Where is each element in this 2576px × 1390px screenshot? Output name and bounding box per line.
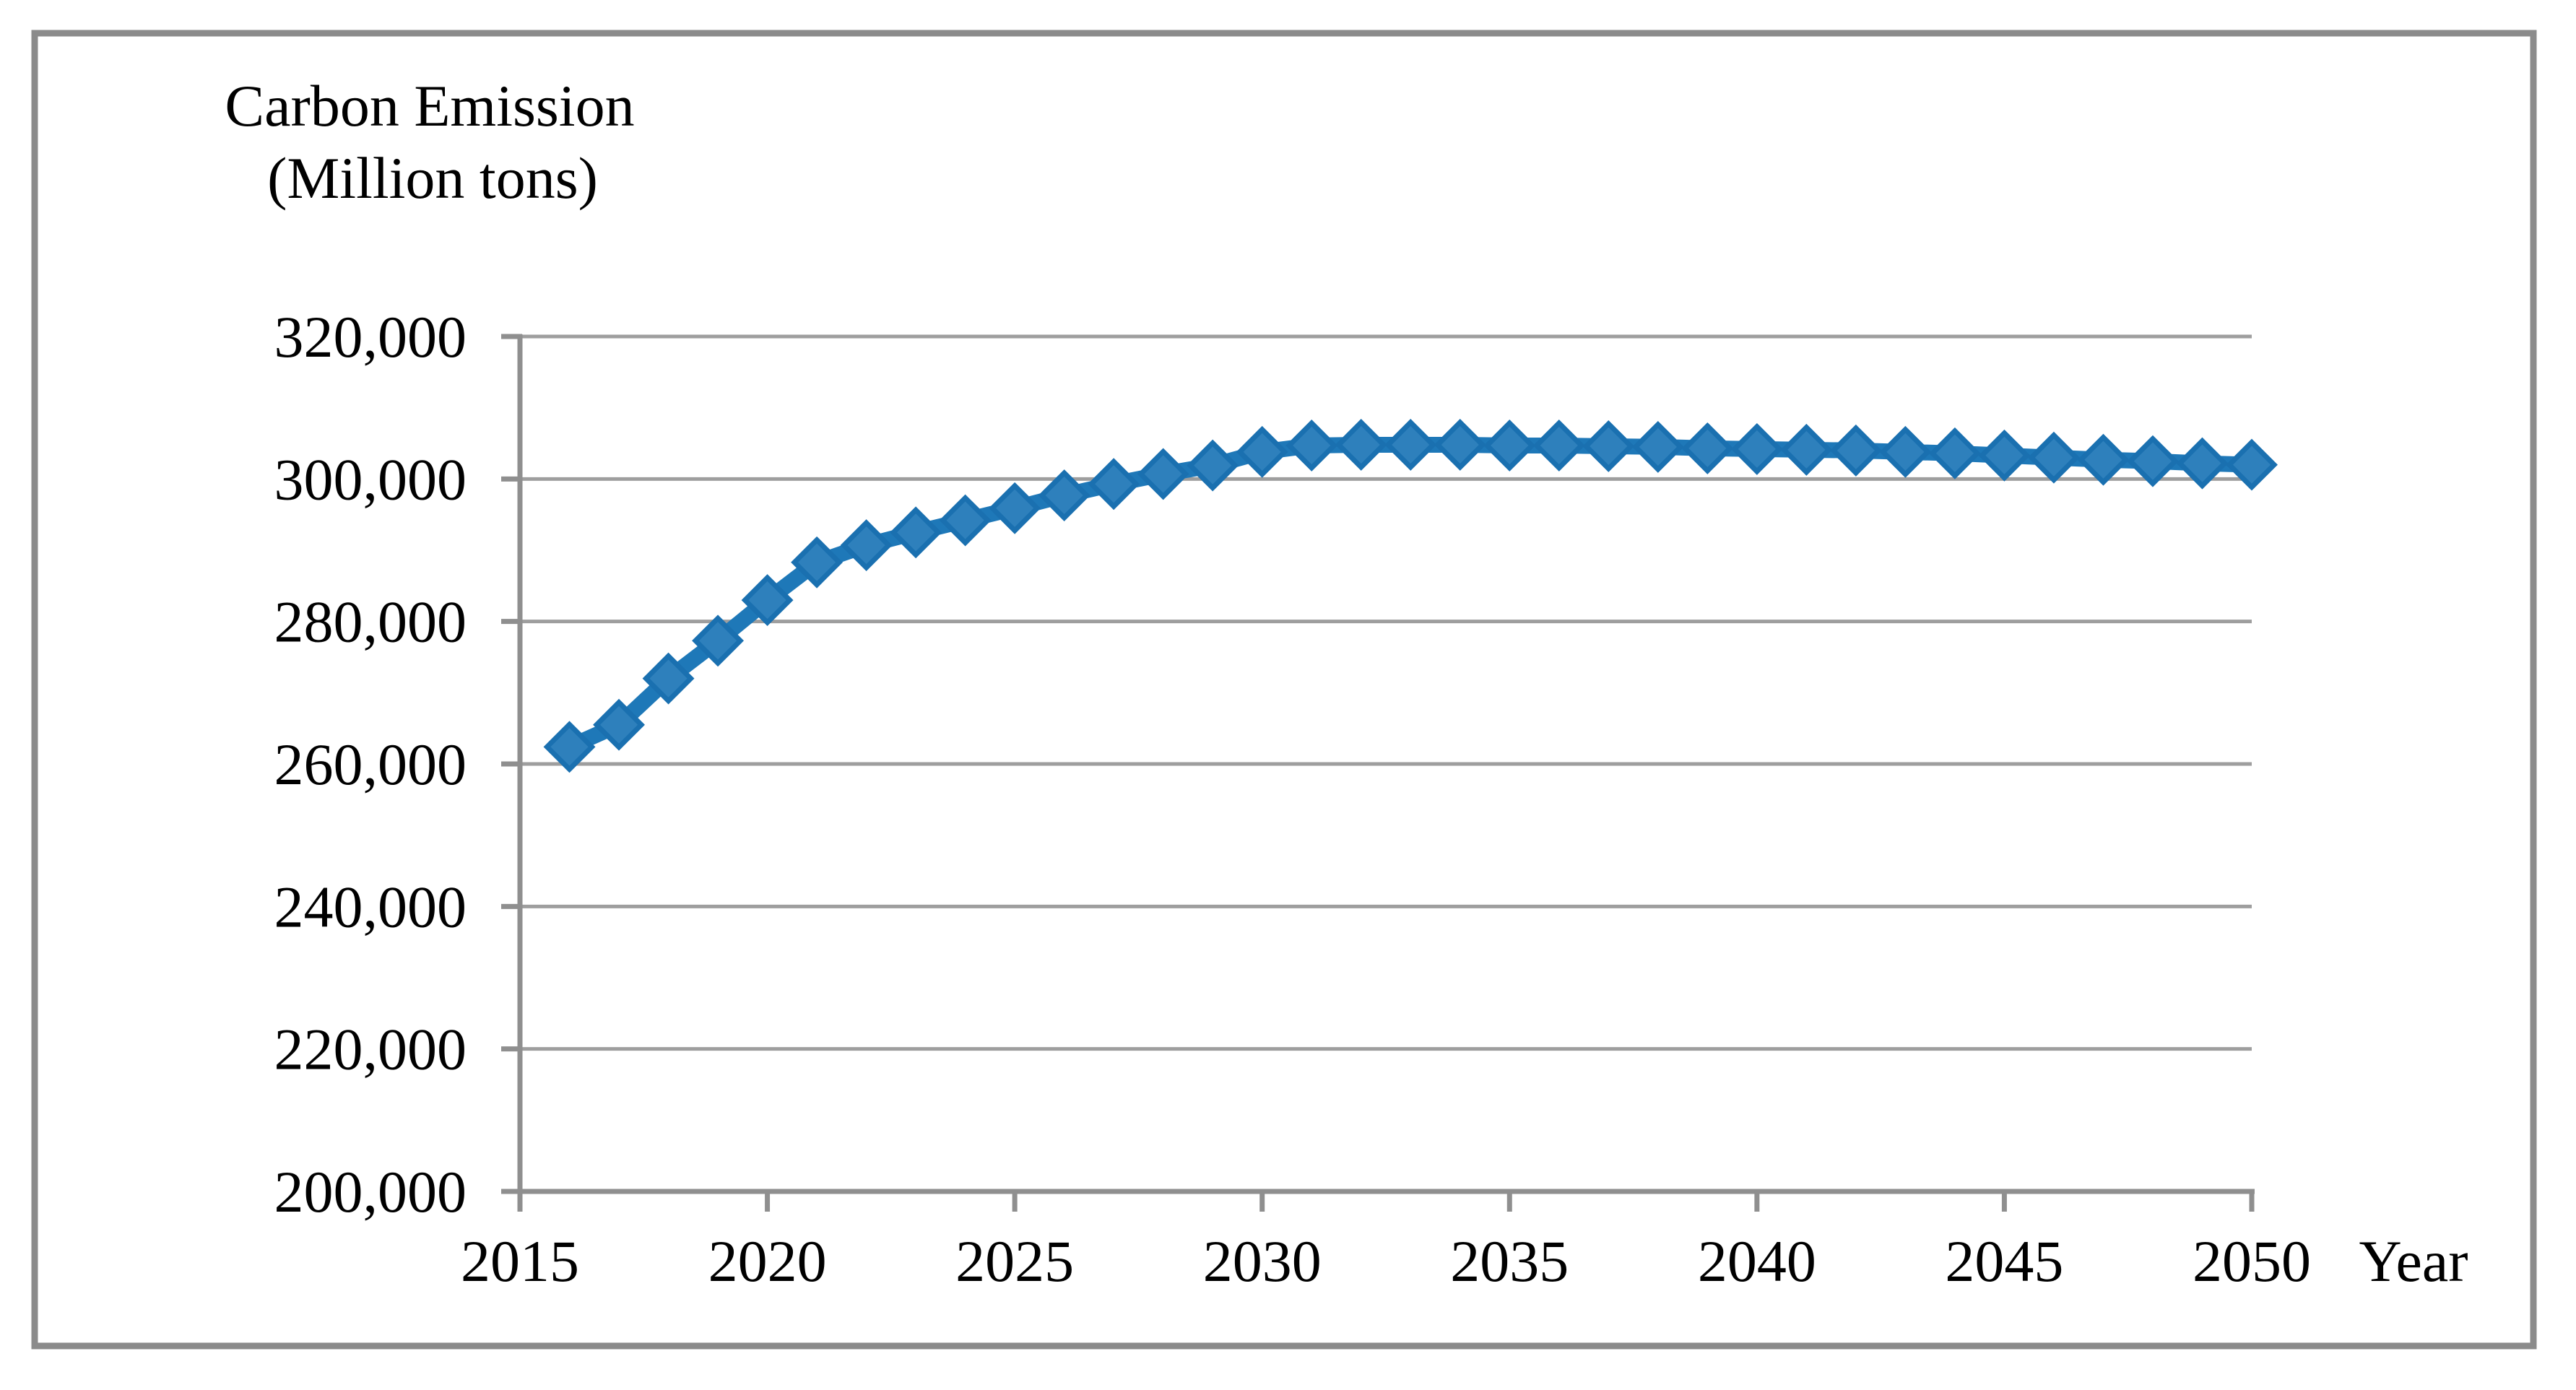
- data-point-marker: [1285, 420, 1338, 472]
- y-axis-tick-label: 260,000: [274, 731, 467, 797]
- data-point-marker: [593, 698, 645, 751]
- x-axis-tick-label: 2040: [1698, 1228, 1816, 1294]
- y-axis-tick-label: 320,000: [274, 304, 467, 370]
- data-point-marker: [1236, 425, 1288, 478]
- data-point-marker: [1187, 439, 1239, 492]
- figure-border: [31, 30, 2537, 1350]
- x-axis-tick-label: 2020: [708, 1228, 827, 1294]
- data-point-marker: [642, 652, 695, 705]
- chart-title-line2: (Million tons): [267, 145, 598, 211]
- data-point-marker: [1631, 420, 1684, 473]
- data-point-marker: [2077, 433, 2130, 486]
- y-axis-tick-label: 280,000: [274, 589, 467, 655]
- data-point-marker: [1829, 424, 1882, 477]
- y-axis-tick-label: 240,000: [274, 874, 467, 939]
- data-point-marker: [1879, 425, 1932, 478]
- data-point-marker: [1335, 419, 1387, 471]
- data-point-marker: [692, 614, 745, 667]
- data-point-marker: [1978, 429, 2031, 482]
- y-axis-tick-label: 300,000: [274, 446, 467, 512]
- data-point-marker: [1532, 420, 1585, 472]
- data-point-marker: [1780, 423, 1833, 476]
- data-point-marker: [1088, 458, 1140, 511]
- data-point-marker: [1582, 420, 1635, 472]
- x-axis-tick-label: 2050: [2193, 1228, 2311, 1294]
- data-point-marker: [890, 506, 942, 559]
- data-point-marker: [1730, 422, 1783, 475]
- y-axis-tick-label: 220,000: [274, 1017, 467, 1082]
- x-axis-tick-label: 2035: [1450, 1228, 1569, 1294]
- data-point-marker: [1483, 420, 1536, 472]
- data-point-marker: [2176, 437, 2229, 490]
- data-point-marker: [543, 721, 596, 773]
- data-point-marker: [1384, 419, 1437, 471]
- data-point-marker: [2027, 431, 2080, 484]
- plot-area: 320,000 300,000 280,000 260,000 240,000 220,0…: [274, 304, 2312, 1294]
- x-axis-tick-label: 2015: [461, 1228, 579, 1294]
- data-point-marker: [1434, 419, 1486, 471]
- data-point-marker: [1038, 469, 1090, 521]
- data-point-marker: [1137, 448, 1189, 500]
- y-axis-tick-label: 200,000: [274, 1159, 467, 1225]
- x-axis-tick-label: 2045: [1945, 1228, 2063, 1294]
- data-point-marker: [1681, 422, 1734, 474]
- x-axis-tick-label: 2030: [1203, 1228, 1322, 1294]
- data-point-marker: [2127, 435, 2179, 487]
- data-line: [566, 436, 2252, 755]
- x-axis-tick-label: 2025: [955, 1228, 1074, 1294]
- data-point-marker: [989, 482, 1041, 534]
- data-point-marker: [939, 494, 992, 547]
- x-axis-label: Year: [2359, 1228, 2468, 1294]
- data-point-marker: [741, 574, 794, 627]
- chart-title-line1: Carbon Emission: [225, 73, 634, 139]
- data-point-marker: [791, 536, 844, 588]
- data-point-marker: [2226, 438, 2278, 491]
- data-point-marker: [840, 519, 893, 572]
- data-point-marker: [1928, 427, 1981, 479]
